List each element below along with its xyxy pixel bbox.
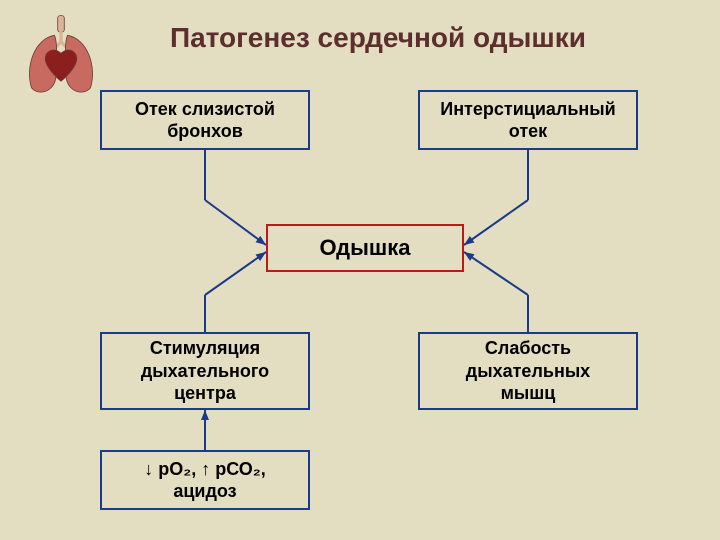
- box-line: бронхов: [167, 120, 243, 143]
- box-dyspnea: Одышка: [266, 224, 464, 272]
- box-line: Стимуляция: [150, 337, 260, 360]
- box-resp-muscle-weak: Слабостьдыхательныхмышц: [418, 332, 638, 410]
- slide-root: Патогенез сердечной одышки Отек слизисто…: [0, 0, 720, 540]
- box-line: дыхательного: [141, 360, 269, 383]
- slide-title: Патогенез сердечной одышки: [118, 22, 638, 54]
- box-line: дыхательных: [466, 360, 590, 383]
- box-interstitial-edema: Интерстициальныйотек: [418, 90, 638, 150]
- box-blood-gases: ↓ рО₂, ↑ рСО₂,ацидоз: [100, 450, 310, 510]
- box-line: отек: [509, 120, 547, 143]
- box-line: центра: [174, 382, 236, 405]
- box-line: Одышка: [320, 234, 411, 262]
- box-resp-center-stim: Стимуляциядыхательногоцентра: [100, 332, 310, 410]
- lungs-heart-icon: [20, 14, 102, 101]
- box-bronchial-edema: Отек слизистойбронхов: [100, 90, 310, 150]
- box-line: ↓ рО₂, ↑ рСО₂,: [144, 458, 266, 481]
- box-line: ацидоз: [173, 480, 236, 503]
- box-line: Слабость: [485, 337, 571, 360]
- box-line: мышц: [501, 382, 556, 405]
- box-line: Отек слизистой: [135, 98, 275, 121]
- box-line: Интерстициальный: [440, 98, 615, 121]
